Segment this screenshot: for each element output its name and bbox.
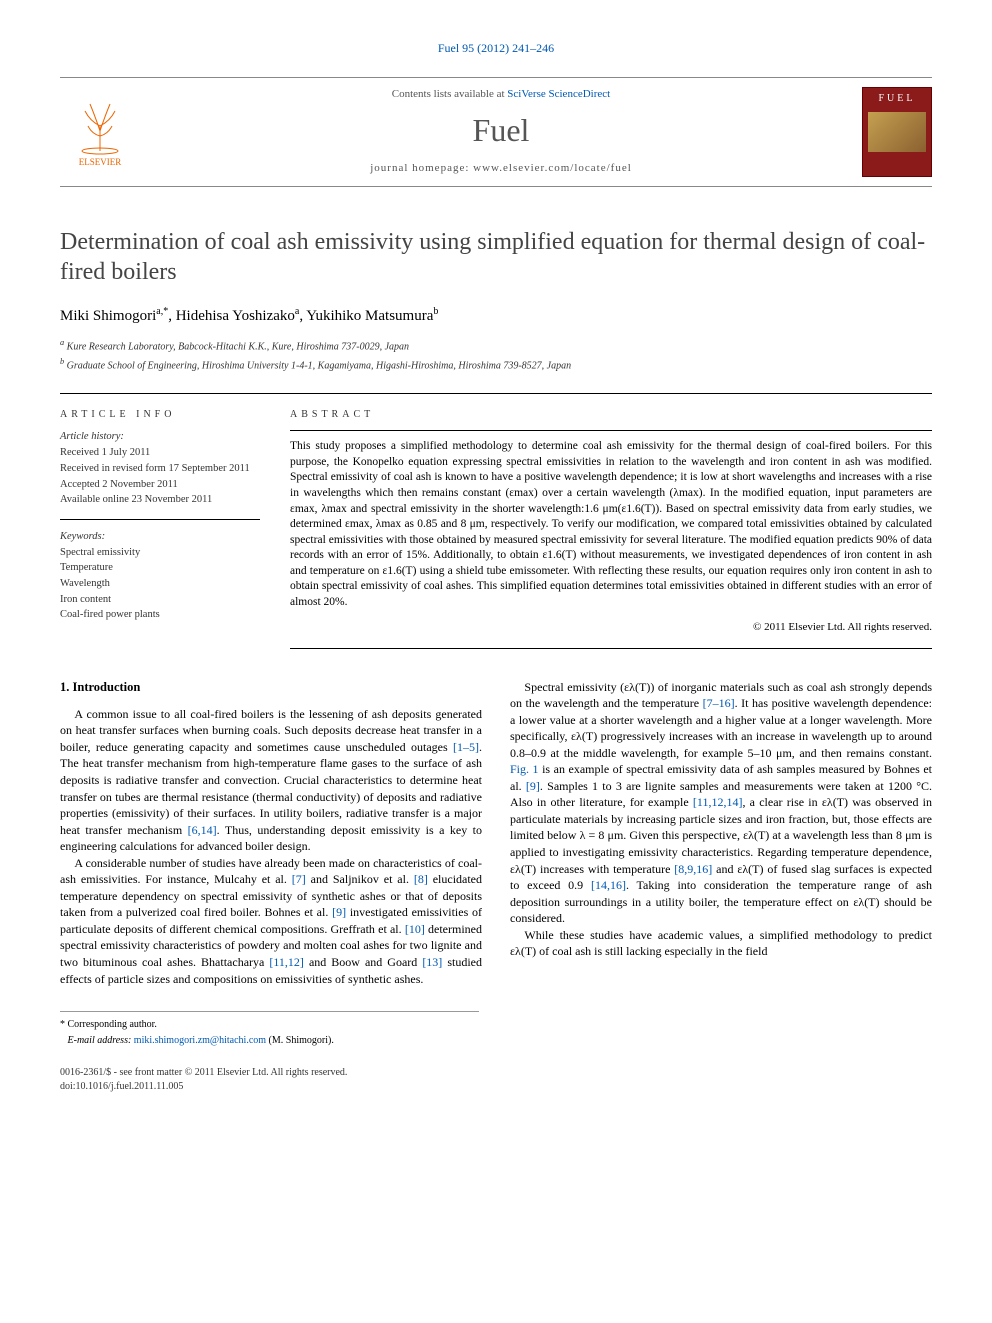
author-name: Hidehisa Yoshizako (176, 308, 295, 324)
keywords-label: Keywords: (60, 530, 260, 545)
corresponding-author-footnote: * Corresponding author. E-mail address: … (60, 1011, 479, 1048)
abstract-heading: ABSTRACT (290, 408, 932, 431)
separator: , (168, 308, 176, 324)
author-list: Miki Shimogoria,*, Hidehisa Yoshizakoa, … (60, 305, 932, 327)
abstract-column: ABSTRACT This study proposes a simplifie… (290, 408, 932, 648)
journal-header: ELSEVIER Contents lists available at Sci… (60, 77, 932, 187)
homepage-url[interactable]: www.elsevier.com/locate/fuel (473, 162, 632, 174)
journal-homepage: journal homepage: www.elsevier.com/locat… (140, 161, 862, 176)
doi-line: doi:10.1016/j.fuel.2011.11.005 (60, 1080, 347, 1094)
abstract-copyright: © 2011 Elsevier Ltd. All rights reserved… (290, 620, 932, 635)
author: Miki Shimogoria,* (60, 308, 168, 324)
footer-left: 0016-2361/$ - see front matter © 2011 El… (60, 1066, 347, 1094)
article-title: Determination of coal ash emissivity usi… (60, 227, 932, 287)
page-footer: 0016-2361/$ - see front matter © 2011 El… (60, 1066, 932, 1094)
corr-marker: * (60, 1019, 65, 1030)
section-heading: 1. Introduction (60, 679, 482, 696)
corr-label: * Corresponding author. (60, 1018, 479, 1032)
article-body: 1. Introduction A common issue to all co… (60, 679, 932, 988)
author-marker: b (433, 306, 438, 317)
affiliation: b Graduate School of Engineering, Hirosh… (60, 356, 932, 373)
header-center: Contents lists available at SciVerse Sci… (140, 87, 862, 177)
front-matter-line: 0016-2361/$ - see front matter © 2011 El… (60, 1066, 347, 1080)
author: Hidehisa Yoshizakoa (176, 308, 300, 324)
affiliation-text: Kure Research Laboratory, Babcock-Hitach… (67, 341, 409, 352)
email-label: E-mail address: (68, 1035, 132, 1046)
history-label: Article history: (60, 430, 260, 445)
article-history: Article history: Received 1 July 2011 Re… (60, 430, 260, 519)
history-item: Received 1 July 2011 (60, 446, 260, 461)
corr-email-name: (M. Shimogori). (269, 1035, 334, 1046)
keyword: Wavelength (60, 577, 260, 592)
contents-available-line: Contents lists available at SciVerse Sci… (140, 87, 862, 102)
corr-email-line: E-mail address: miki.shimogori.zm@hitach… (60, 1034, 479, 1048)
journal-reference-link[interactable]: Fuel 95 (2012) 241–246 (438, 41, 554, 55)
cover-title: FUEL (879, 92, 916, 106)
abstract-rule (290, 648, 932, 649)
keyword: Coal-fired power plants (60, 608, 260, 623)
keyword: Temperature (60, 561, 260, 576)
cover-image (868, 112, 926, 152)
affiliation-marker: a (60, 338, 64, 347)
keyword: Spectral emissivity (60, 546, 260, 561)
author-name: Miki Shimogori (60, 308, 156, 324)
corr-text: Corresponding author. (68, 1019, 157, 1030)
affiliation-text: Graduate School of Engineering, Hiroshim… (67, 360, 571, 371)
affiliation-marker: b (60, 357, 64, 366)
author: Yukihiko Matsumurab (306, 308, 438, 324)
author-marker: a,* (156, 306, 168, 317)
publisher-logo: ELSEVIER (60, 87, 140, 177)
article-info-heading: ARTICLE INFO (60, 408, 260, 422)
body-paragraph: A common issue to all coal-fired boilers… (60, 706, 482, 855)
journal-cover-thumbnail: FUEL (862, 87, 932, 177)
affiliation: a Kure Research Laboratory, Babcock-Hita… (60, 337, 932, 354)
homepage-prefix: journal homepage: (370, 162, 473, 174)
body-paragraph: A considerable number of studies have al… (60, 855, 482, 987)
abstract-text: This study proposes a simplified methodo… (290, 439, 932, 610)
body-paragraph: While these studies have academic values… (510, 927, 932, 960)
journal-name: Fuel (140, 108, 862, 153)
history-item: Received in revised form 17 September 20… (60, 462, 260, 477)
corr-email-link[interactable]: miki.shimogori.zm@hitachi.com (134, 1035, 266, 1046)
affiliation-list: a Kure Research Laboratory, Babcock-Hita… (60, 337, 932, 374)
author-name: Yukihiko Matsumura (306, 308, 433, 324)
article-info-column: ARTICLE INFO Article history: Received 1… (60, 408, 260, 648)
elsevier-tree-icon (70, 96, 130, 156)
history-item: Available online 23 November 2011 (60, 493, 260, 508)
keyword: Iron content (60, 593, 260, 608)
history-item: Accepted 2 November 2011 (60, 478, 260, 493)
info-abstract-row: ARTICLE INFO Article history: Received 1… (60, 393, 932, 648)
contents-prefix: Contents lists available at (392, 88, 507, 100)
publisher-name: ELSEVIER (79, 156, 122, 169)
body-paragraph: Spectral emissivity (ελ(T)) of inorganic… (510, 679, 932, 927)
journal-reference: Fuel 95 (2012) 241–246 (60, 40, 932, 57)
sciencedirect-link[interactable]: SciVerse ScienceDirect (507, 88, 610, 100)
keywords-section: Keywords: Spectral emissivity Temperatur… (60, 530, 260, 634)
